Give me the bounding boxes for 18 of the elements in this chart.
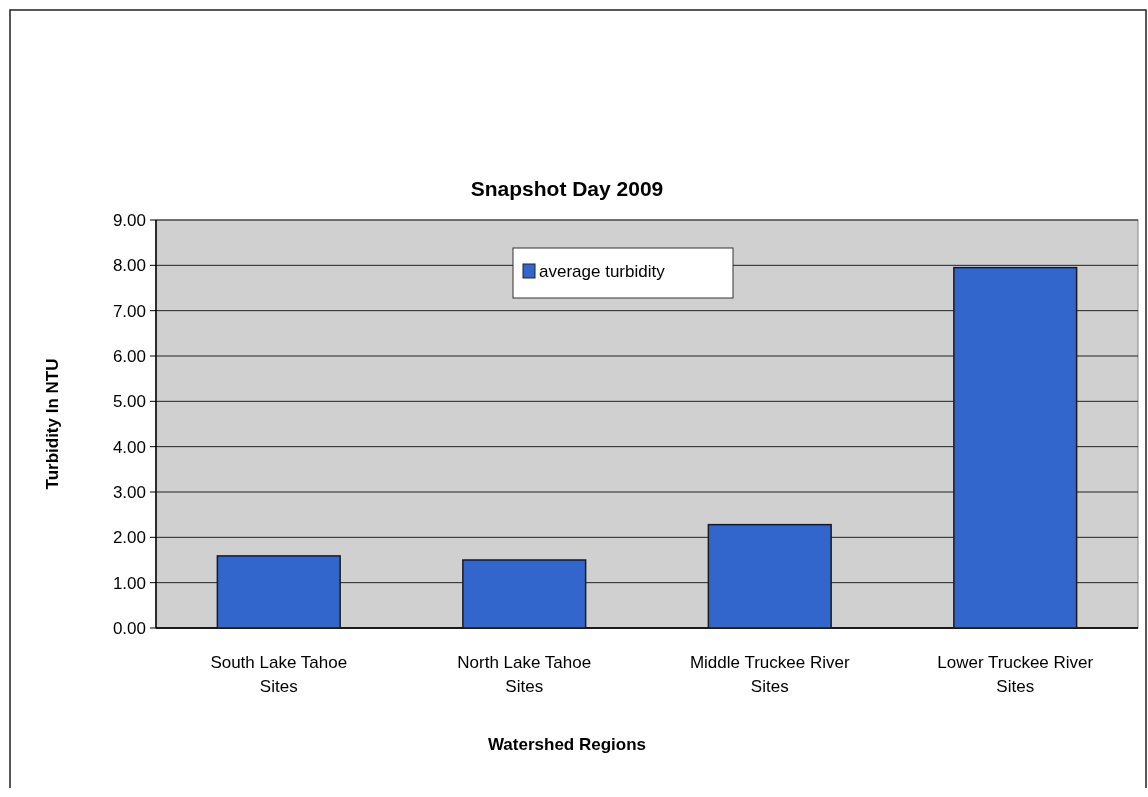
y-tick-label: 4.00	[112, 437, 146, 457]
y-tick-label: 9.00	[112, 210, 146, 230]
y-tick-label: 3.00	[112, 482, 146, 502]
x-tick-label: South Lake Tahoe Sites	[210, 653, 348, 696]
x-tick-label: Middle Truckee River Sites	[689, 653, 850, 696]
chart-title: Snapshot Day 2009	[470, 177, 664, 200]
x-tick-label: Lower Truckee River Sites	[937, 653, 1094, 696]
x-axis-title: Watershed Regions	[487, 735, 647, 754]
y-tick-label: 2.00	[112, 528, 146, 548]
y-tick-label: 7.00	[112, 301, 146, 321]
y-tick-label: 0.00	[112, 618, 146, 638]
y-tick-label: 1.00	[112, 573, 146, 593]
legend-label: average turbidity	[539, 261, 666, 281]
y-axis-title: Turbidity In NTU	[43, 358, 62, 490]
x-tick-label: North Lake Tahoe Sites	[457, 653, 592, 696]
y-tick-label: 5.00	[112, 392, 146, 412]
y-tick-label: 8.00	[112, 256, 146, 276]
y-tick-label: 6.00	[112, 346, 146, 366]
